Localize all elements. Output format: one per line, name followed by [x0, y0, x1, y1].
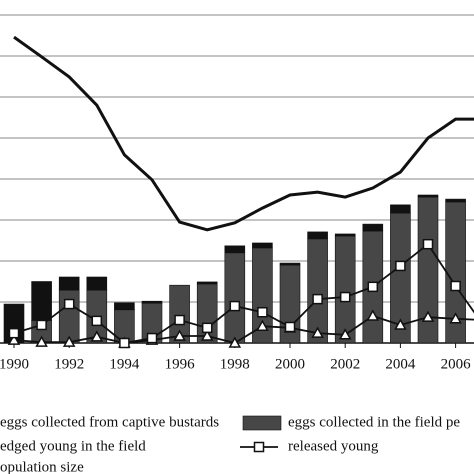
marker	[173, 329, 186, 341]
x-tick-label: 1996	[165, 356, 196, 372]
legend-label: opulation size	[0, 459, 84, 474]
legend-swatch	[242, 415, 282, 431]
x-tick-label: 1994	[109, 356, 140, 372]
bar	[334, 233, 356, 237]
bar	[196, 281, 218, 285]
bar	[390, 204, 411, 214]
line	[13, 314, 474, 344]
marker	[394, 318, 407, 330]
marker	[228, 336, 242, 348]
x-tick-label: 1990	[0, 356, 29, 372]
bar	[417, 194, 439, 198]
marker	[201, 322, 213, 334]
bar	[307, 231, 328, 240]
bar	[141, 300, 163, 304]
marker	[367, 281, 379, 293]
x-tick-label: 2000	[275, 356, 305, 372]
bar	[224, 252, 246, 344]
bar	[224, 245, 246, 254]
legend-marker	[253, 441, 265, 453]
legend-label: eggs collected from captive bustards	[0, 414, 219, 430]
marker	[35, 335, 48, 347]
marker	[449, 312, 462, 324]
x-tick-label: 1998	[220, 356, 250, 372]
marker	[257, 307, 268, 318]
marker	[422, 238, 434, 250]
marker	[338, 328, 352, 340]
marker	[421, 310, 435, 322]
bar	[86, 276, 108, 291]
bar	[279, 262, 301, 266]
marker	[63, 298, 75, 310]
marker	[91, 315, 103, 327]
legend-label: released young	[288, 438, 379, 454]
bar	[31, 281, 52, 321]
marker	[311, 326, 324, 338]
marker	[90, 330, 104, 342]
bar	[58, 276, 80, 291]
marker	[7, 333, 21, 345]
x-tick-label: 2004	[385, 356, 416, 372]
bar	[169, 284, 190, 344]
bar	[58, 289, 80, 344]
marker	[200, 329, 214, 341]
marker	[366, 309, 380, 321]
marker	[395, 260, 406, 272]
line	[13, 35, 474, 232]
bar	[334, 235, 356, 344]
marker	[146, 332, 158, 344]
marker	[62, 335, 76, 347]
marker	[8, 327, 20, 339]
marker	[174, 314, 185, 326]
bar	[114, 302, 135, 311]
marker	[312, 293, 323, 305]
marker	[284, 321, 296, 333]
bar	[252, 242, 273, 249]
x-tick-label: 1992	[54, 356, 84, 372]
marker	[229, 300, 241, 312]
marker	[339, 291, 351, 303]
x-tick-label: 2002	[330, 356, 360, 372]
marker	[450, 280, 461, 292]
bar	[362, 223, 384, 232]
legend-label: edged young in the field	[0, 438, 146, 454]
marker	[119, 337, 130, 349]
bar	[445, 198, 466, 203]
marker	[36, 319, 47, 331]
x-tick-label: 2006	[441, 356, 472, 372]
legend-label: eggs collected in the field pe	[288, 414, 460, 430]
marker	[256, 319, 269, 331]
